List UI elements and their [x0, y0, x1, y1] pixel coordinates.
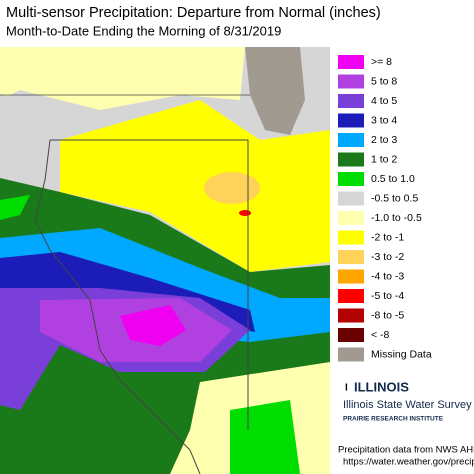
legend-swatch — [338, 347, 364, 362]
legend-label: 1 to 2 — [371, 153, 397, 165]
legend-label: Missing Data — [371, 348, 432, 360]
map-region — [204, 172, 260, 204]
legend-swatch — [338, 133, 364, 147]
state-border — [50, 139, 249, 430]
footer-url: https://water.weather.gov/precip — [343, 457, 474, 468]
map-region — [0, 195, 30, 220]
legend-swatch — [338, 152, 364, 167]
legend-label: < -8 — [371, 329, 390, 341]
map — [0, 47, 330, 474]
subtitle: Month-to-Date Ending the Morning of 8/31… — [6, 23, 281, 38]
map-region — [0, 95, 60, 192]
legend-swatch — [338, 94, 364, 108]
lake — [245, 47, 305, 135]
map-region — [230, 400, 300, 474]
legend-label: -4 to -3 — [371, 270, 404, 282]
map-region — [0, 47, 245, 110]
header — [0, 0, 474, 47]
legend-label: 4 to 5 — [371, 95, 397, 107]
map-region — [60, 100, 330, 272]
legend: >= 8 5 to 8 4 to 5 3 to 4 2 to 3 1 to 2 0.5 to… — [338, 55, 432, 362]
legend-label: -0.5 to 0.5 — [371, 192, 418, 204]
legend-label: -2 to -1 — [371, 231, 404, 243]
map-region — [120, 305, 186, 346]
legend-swatch — [338, 308, 364, 323]
legend-swatch — [338, 250, 364, 264]
logo-mark: I — [345, 383, 348, 394]
state-border — [34, 139, 201, 474]
legend-label: >= 8 — [371, 56, 392, 68]
legend-label: 5 to 8 — [371, 75, 397, 87]
legend-swatch — [338, 211, 364, 225]
legend-swatch — [338, 55, 364, 69]
legend-swatch — [338, 172, 364, 186]
legend-label: -3 to -2 — [371, 251, 404, 263]
legend-swatch — [338, 113, 364, 128]
title: Multi-sensor Precipitation: Departure fr… — [6, 5, 381, 21]
map-region — [239, 210, 251, 216]
legend-label: 0.5 to 1.0 — [371, 173, 415, 185]
legend-label: 3 to 4 — [371, 114, 397, 126]
legend-swatch — [338, 74, 364, 89]
legend-swatch — [338, 269, 364, 284]
legend-swatch — [338, 328, 364, 342]
legend-swatch — [338, 230, 364, 245]
legend-label: 2 to 3 — [371, 134, 397, 146]
logo-institute: PRAIRIE RESEARCH INSTITUTE — [343, 416, 444, 423]
legend-label: -8 to -5 — [371, 309, 404, 321]
legend-label: -1.0 to -0.5 — [371, 212, 422, 224]
footer-source: Precipitation data from NWS AHPS: — [338, 445, 474, 456]
logo-org: Illinois State Water Survey — [343, 399, 472, 411]
legend-label: -5 to -4 — [371, 290, 404, 302]
logo-name: ILLINOIS — [354, 379, 409, 394]
legend-swatch — [338, 289, 364, 303]
legend-swatch — [338, 191, 364, 206]
